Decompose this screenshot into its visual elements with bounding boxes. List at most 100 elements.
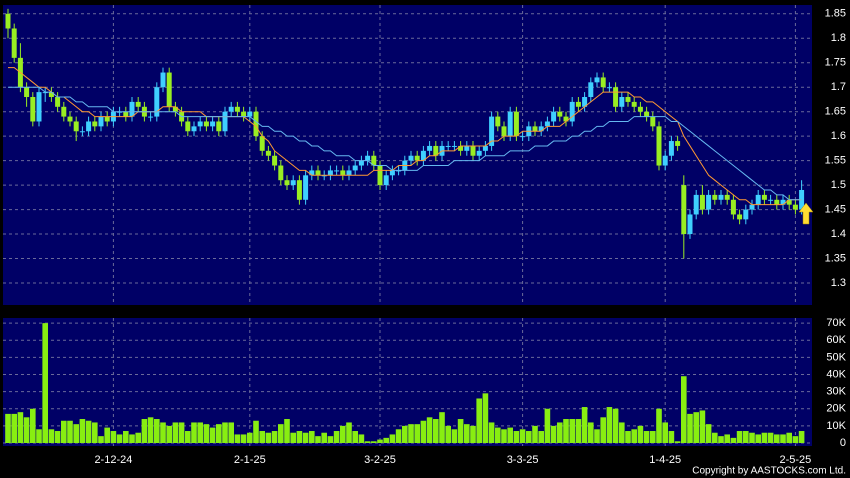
- candle-body: [327, 170, 333, 176]
- candle-body: [532, 126, 538, 132]
- y-tick-label: 10K: [826, 420, 846, 432]
- y-tick-label: 50K: [826, 351, 846, 363]
- candle-body: [166, 72, 172, 107]
- candle-body: [135, 101, 141, 107]
- volume-bar: [507, 427, 513, 443]
- candle-body: [656, 126, 662, 166]
- candle-body: [98, 116, 104, 127]
- volume-bar: [30, 408, 36, 443]
- x-tick-label: 1-4-25: [649, 454, 681, 466]
- volume-bar: [643, 431, 650, 443]
- candle-body: [544, 121, 550, 127]
- candle-body: [61, 106, 67, 117]
- candle-body: [501, 126, 507, 137]
- candle-body: [55, 97, 61, 107]
- volume-bar: [284, 419, 290, 443]
- candle-body: [780, 199, 786, 205]
- candle-body: [737, 214, 743, 220]
- candle-body: [148, 116, 154, 118]
- candle-body: [234, 106, 240, 112]
- candle-body: [613, 87, 619, 107]
- candle-body: [712, 194, 718, 200]
- volume-bar: [352, 431, 358, 443]
- candle-body: [718, 194, 724, 200]
- volume-bar: [464, 424, 470, 443]
- candle-body: [730, 199, 736, 215]
- candle-body: [706, 194, 712, 210]
- candle-body: [681, 185, 687, 235]
- y-tick-label: 30K: [826, 386, 846, 398]
- candle-body: [86, 121, 92, 132]
- x-tick-label: 2-5-25: [780, 454, 812, 466]
- candle-body: [309, 170, 315, 176]
- volume-bar: [550, 425, 557, 443]
- y-tick-label: 1.55: [825, 155, 846, 167]
- x-tick-label: 2-1-25: [234, 454, 266, 466]
- volume-bar: [23, 417, 30, 443]
- candle-body: [420, 150, 426, 161]
- candle-body: [458, 145, 464, 151]
- volume-bar: [104, 427, 110, 443]
- volume-bar: [482, 393, 489, 443]
- volume-bar: [172, 422, 179, 443]
- volume-bar: [11, 413, 17, 443]
- candle-body: [383, 175, 389, 186]
- volume-bar: [340, 425, 346, 443]
- volume-bar: [234, 434, 241, 443]
- candle-body: [241, 111, 247, 117]
- volume-bar: [743, 431, 749, 443]
- volume-bar: [17, 412, 24, 443]
- candle-body: [631, 101, 637, 107]
- volume-bar: [606, 407, 613, 443]
- volume-bar: [457, 419, 464, 443]
- volume-bar: [544, 408, 551, 443]
- volume-bar: [321, 432, 327, 443]
- candle-body: [582, 97, 588, 107]
- volume-bar: [526, 431, 532, 443]
- candle-body: [538, 126, 544, 132]
- candle-body: [557, 111, 563, 117]
- volume-bar: [209, 427, 216, 443]
- y-tick-label: 70K: [826, 317, 846, 329]
- candle-body: [743, 209, 749, 220]
- candle-body: [563, 116, 569, 122]
- y-tick-label: 60K: [826, 334, 846, 346]
- volume-bar: [278, 424, 284, 443]
- volume-bar: [588, 422, 594, 443]
- candle-body: [594, 77, 600, 83]
- volume-bar: [786, 432, 792, 443]
- volume-bar: [433, 419, 439, 443]
- volume-bar: [693, 412, 699, 443]
- candle-body: [774, 199, 780, 205]
- candle-body: [414, 155, 420, 161]
- volume-bar: [358, 434, 365, 443]
- candle-body: [92, 121, 98, 127]
- volume-bar: [662, 422, 668, 443]
- y-tick-label: 1.6: [831, 130, 846, 142]
- volume-bar: [5, 413, 11, 443]
- volume-bar: [681, 376, 687, 443]
- candle-body: [191, 126, 197, 132]
- candle-body: [303, 175, 309, 200]
- volume-bar: [271, 431, 278, 443]
- volume-bar: [519, 429, 526, 443]
- volume-bar: [36, 429, 42, 443]
- volume-bar: [476, 398, 482, 443]
- candle-body: [749, 204, 755, 210]
- candle-body: [625, 97, 631, 102]
- volume-bar: [54, 431, 61, 443]
- candle-body: [427, 145, 433, 151]
- volume-bar: [445, 425, 451, 443]
- volume-bar: [228, 422, 234, 443]
- candle-body: [699, 194, 705, 210]
- y-tick-label: 1.75: [825, 57, 846, 69]
- candle-body: [290, 180, 296, 186]
- candle-body: [489, 116, 495, 146]
- volume-bar: [488, 422, 495, 443]
- candle-body: [259, 136, 265, 151]
- candle-body: [160, 72, 166, 88]
- volume-bar: [414, 424, 420, 443]
- x-tick-label: 3-3-25: [507, 454, 539, 466]
- volume-bar: [532, 425, 538, 443]
